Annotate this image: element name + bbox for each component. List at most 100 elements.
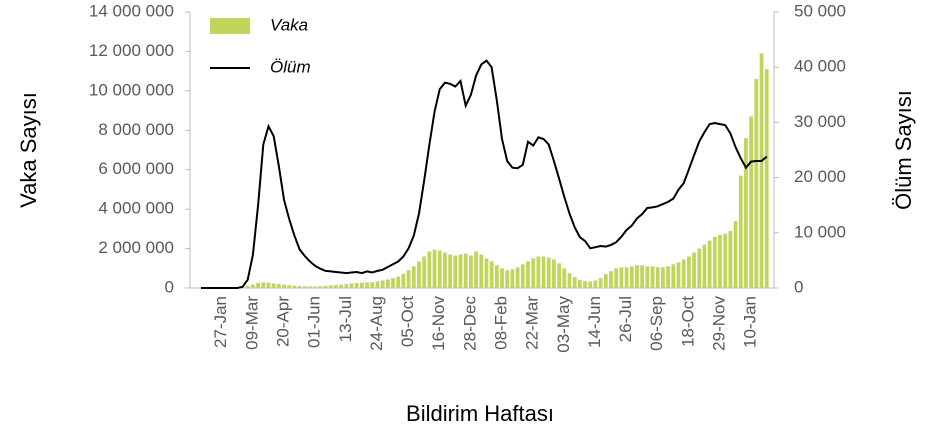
bar (453, 255, 458, 288)
bar (754, 79, 759, 289)
line (201, 59, 768, 289)
bar (520, 264, 525, 288)
bar (276, 284, 281, 288)
bar (302, 286, 307, 288)
bar (666, 266, 670, 288)
y-tick-label: 12 000 000 (89, 41, 174, 60)
bar (588, 281, 593, 288)
bar (313, 286, 318, 288)
bar (567, 273, 572, 288)
bar (536, 256, 541, 288)
bar (328, 285, 333, 288)
bar (583, 281, 587, 288)
x-axis-title: Bildirim Haftası (406, 401, 554, 426)
x-tick-label: 13-Jul (336, 296, 355, 342)
x-tick-label: 18-Oct (678, 296, 697, 347)
bar (323, 285, 328, 288)
bar (733, 220, 738, 288)
bar (505, 270, 510, 288)
bar (624, 267, 629, 288)
bar (655, 267, 660, 288)
bar (686, 256, 691, 288)
bar (671, 264, 676, 288)
bar (334, 285, 338, 288)
bar (297, 286, 302, 288)
x-tick-label: 16-Nov (429, 296, 448, 351)
x-tick-label: 14-Jun (585, 296, 604, 348)
bar (391, 278, 395, 288)
y2-tick-label: 20 000 (794, 167, 846, 186)
bar (437, 250, 442, 288)
y-tick-label: 0 (165, 277, 174, 296)
y-tick-label: 8 000 000 (98, 120, 174, 139)
x-tick-label: 05-Oct (398, 296, 417, 347)
bar (629, 266, 634, 288)
bar (738, 175, 743, 288)
bar (406, 270, 411, 288)
bar (531, 258, 536, 288)
x-tick-label: 28-Dec (460, 296, 479, 351)
bar (245, 286, 250, 288)
bar (764, 69, 769, 289)
bar (645, 266, 650, 288)
bar (359, 282, 364, 288)
y-tick-label: 10 000 000 (89, 80, 174, 99)
bar (728, 230, 733, 288)
bar (541, 256, 546, 288)
bar (546, 257, 551, 288)
bar (598, 278, 603, 288)
bar (339, 284, 344, 288)
x-tick-label: 22-Mar (523, 296, 542, 350)
x-tick-label: 24-Aug (367, 296, 386, 351)
bar (417, 261, 421, 288)
bar (256, 283, 260, 288)
bar (723, 233, 728, 288)
bar (484, 258, 489, 288)
bar (619, 267, 624, 288)
bar (271, 283, 276, 288)
bar (593, 280, 598, 288)
bar (479, 254, 484, 288)
bar (458, 254, 463, 288)
bar (375, 281, 380, 288)
bar (443, 252, 447, 288)
x-tick-label: 06-Sep (647, 296, 666, 351)
bar (614, 268, 619, 288)
bar (261, 282, 266, 288)
bar (463, 253, 468, 288)
x-tick-label: 27-Jan (211, 296, 230, 348)
bar (661, 267, 665, 288)
bar (577, 279, 582, 288)
bar (396, 276, 401, 288)
bar (515, 267, 520, 288)
bar (474, 251, 478, 288)
bar (349, 283, 354, 288)
bar (702, 244, 707, 288)
bar (318, 286, 323, 288)
bar (287, 285, 292, 288)
bar (344, 284, 349, 288)
x-tick-label: 20-Apr (274, 296, 293, 347)
y2-tick-label: 0 (794, 277, 803, 296)
y-tick-label: 14 000 000 (89, 1, 174, 20)
bar (427, 251, 432, 288)
x-tick-label: 26-Jul (616, 296, 635, 342)
bar (572, 277, 577, 288)
bar (635, 265, 639, 288)
bar (432, 249, 437, 288)
bar (251, 284, 255, 288)
bar (526, 261, 530, 288)
x-tick-label: 09-Mar (242, 296, 261, 350)
bar (468, 255, 473, 288)
bar (562, 268, 567, 288)
bar (292, 285, 297, 288)
bar (676, 262, 681, 288)
legend-swatch (210, 18, 250, 34)
bar (401, 273, 406, 288)
bar (308, 286, 312, 288)
bar (759, 53, 764, 289)
bar (500, 268, 504, 288)
y-tick-label: 2 000 000 (98, 238, 174, 257)
bar (712, 236, 717, 288)
